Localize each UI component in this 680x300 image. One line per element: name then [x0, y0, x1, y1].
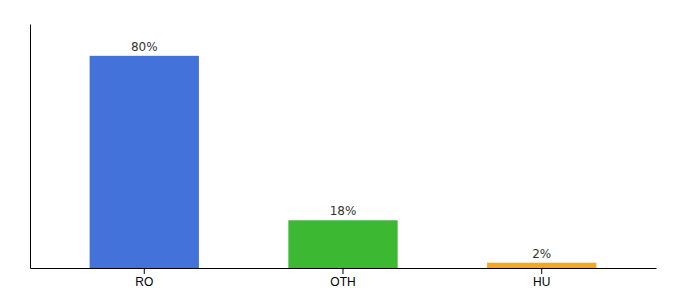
bars — [90, 56, 597, 268]
x-tick-label: RO — [135, 275, 153, 289]
x-tick-mark — [144, 268, 145, 274]
bar — [288, 220, 397, 268]
bar — [487, 263, 596, 268]
y-axis — [30, 25, 31, 269]
x-tick-label: HU — [533, 275, 550, 289]
x-tick-label: OTH — [330, 275, 355, 289]
data-label: 2% — [532, 247, 551, 261]
x-tick: HU — [533, 268, 550, 289]
plot: RO OTH HU 80% 18% 2% — [31, 25, 657, 289]
chart: RO OTH HU 80% 18% 2% — [0, 0, 680, 300]
x-tick: RO — [135, 268, 153, 289]
data-label: 80% — [131, 40, 158, 54]
x-tick-mark — [343, 268, 344, 274]
data-label: 18% — [330, 204, 357, 218]
y-axis-line — [30, 25, 31, 269]
x-tick: OTH — [330, 268, 355, 289]
data-labels: 80% 18% 2% — [131, 40, 551, 261]
bar — [90, 56, 199, 268]
x-tick-mark — [541, 268, 542, 274]
x-axis: RO OTH HU — [31, 268, 657, 289]
